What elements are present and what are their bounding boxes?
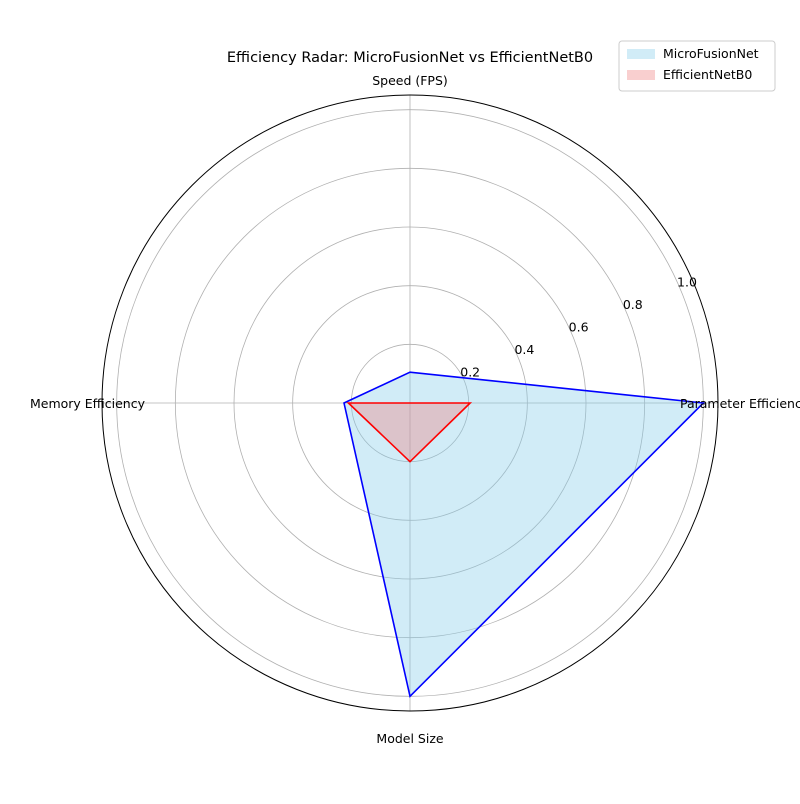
- axis-label-parameter-efficiency: Parameter Efficiency: [680, 396, 800, 411]
- radar-axis-labels: Parameter Efficiency Speed (FPS) Memory Ef…: [30, 73, 800, 746]
- r-tick-label: 0.8: [623, 297, 643, 312]
- series-area-microfusionnet: [344, 372, 704, 697]
- radar-tick-labels: 0.2 0.4 0.6 0.8 1.0: [460, 275, 697, 380]
- legend-swatch-efficientnetb0: [627, 70, 655, 80]
- radar-series-layer: [343, 371, 706, 698]
- legend-label-efficientnetb0: EfficientNetB0: [663, 67, 752, 82]
- axis-label-memory-efficiency: Memory Efficiency: [30, 396, 146, 411]
- chart-legend: MicroFusionNet EfficientNetB0: [618, 40, 776, 92]
- r-tick-label: 1.0: [677, 275, 697, 290]
- legend-label-microfusionnet: MicroFusionNet: [663, 46, 759, 61]
- series-line-microfusionnet: [343, 371, 706, 698]
- r-tick-label: 0.2: [460, 365, 480, 380]
- axis-label-speed-fps: Speed (FPS): [372, 73, 448, 88]
- r-tick-label: 0.4: [514, 342, 534, 357]
- series-area-efficientnetb0: [348, 403, 471, 462]
- chart-title: Efficiency Radar: MicroFusionNet vs Effi…: [227, 50, 593, 66]
- axis-label-model-size: Model Size: [376, 731, 443, 746]
- r-tick-label: 0.6: [569, 320, 589, 335]
- legend-frame: [618, 40, 776, 92]
- polar-frame: [101, 94, 719, 712]
- series-line-efficientnetb0: [346, 402, 473, 463]
- legend-swatch-microfusionnet: [627, 49, 655, 59]
